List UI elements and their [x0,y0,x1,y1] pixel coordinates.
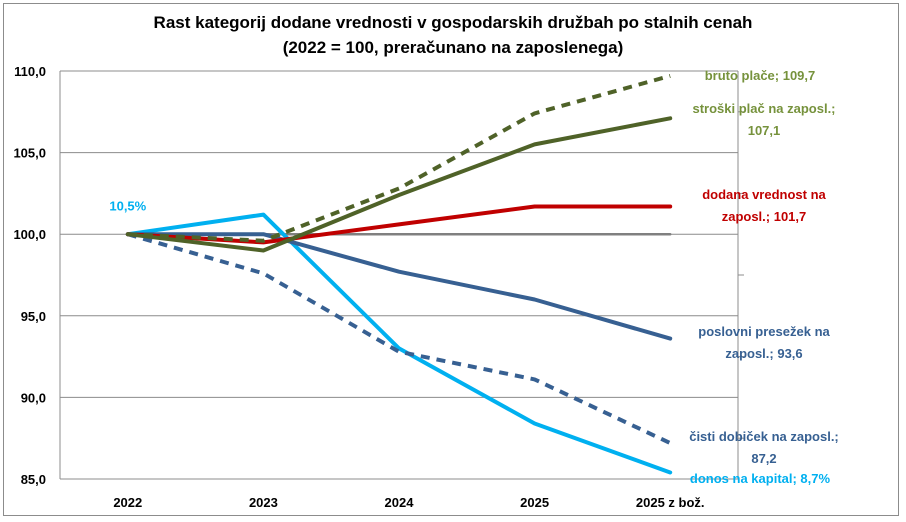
series-line-dodana-vrednost-na-zaposl- [125,204,673,245]
y-tick-label: 100,0 [13,227,46,242]
chart-frame [3,3,899,516]
end-data-label: 107,1 [748,123,781,138]
series-line-bruto-pla-e [127,73,671,243]
end-data-label: zaposl.; 101,7 [722,209,807,224]
chart-subtitle: (2022 = 100, preračunano na zaposlenega) [283,38,624,57]
x-tick-label: 2024 [385,495,415,510]
series-line-poslovni-prese-ek-na-zaposl- [125,232,673,341]
y-tick-label: 110,0 [14,64,46,79]
end-data-label: zaposl.; 93,6 [725,346,802,361]
start-data-label: 10,5% [109,199,146,214]
gridlines [59,70,744,480]
chart-title: Rast kategorij dodane vrednosti v gospod… [154,13,753,32]
x-tick-label: 2023 [249,495,278,510]
end-data-label: donos na kapital; 8,7% [690,471,831,486]
series-group [125,73,673,475]
end-data-label: stroški plač na zaposl.; [692,101,835,116]
x-tick-label: 2025 z bož. [636,495,705,510]
end-data-label: bruto plače; 109,7 [705,68,816,83]
end-data-label: čisti dobiček na zaposl.; [689,429,839,444]
series-line-stro-ki-pla-na-zaposl- [125,116,673,253]
y-tick-label: 85,0 [21,472,46,487]
y-tick-label: 90,0 [21,390,46,405]
series-line-donos-na-kapital [125,212,673,475]
data-labels: bruto plače; 109,7 stroški plač na zaposl… [109,68,838,486]
series-line--isti-dobi-ek-na-zaposl- [127,232,672,445]
y-tick-label: 95,0 [21,309,46,324]
end-data-label: dodana vrednost na [702,187,826,202]
y-axis-ticks: 85,0 90,0 95,0 100,0 105,0 110,0 [13,64,46,487]
y-tick-label: 105,0 [13,146,46,161]
end-data-label: 87,2 [751,451,776,466]
end-data-label: poslovni presežek na [698,324,830,339]
x-axis-ticks: 2022 2023 2024 2025 2025 z bož. [113,495,704,510]
x-tick-label: 2025 [520,495,549,510]
x-tick-label: 2022 [113,495,142,510]
